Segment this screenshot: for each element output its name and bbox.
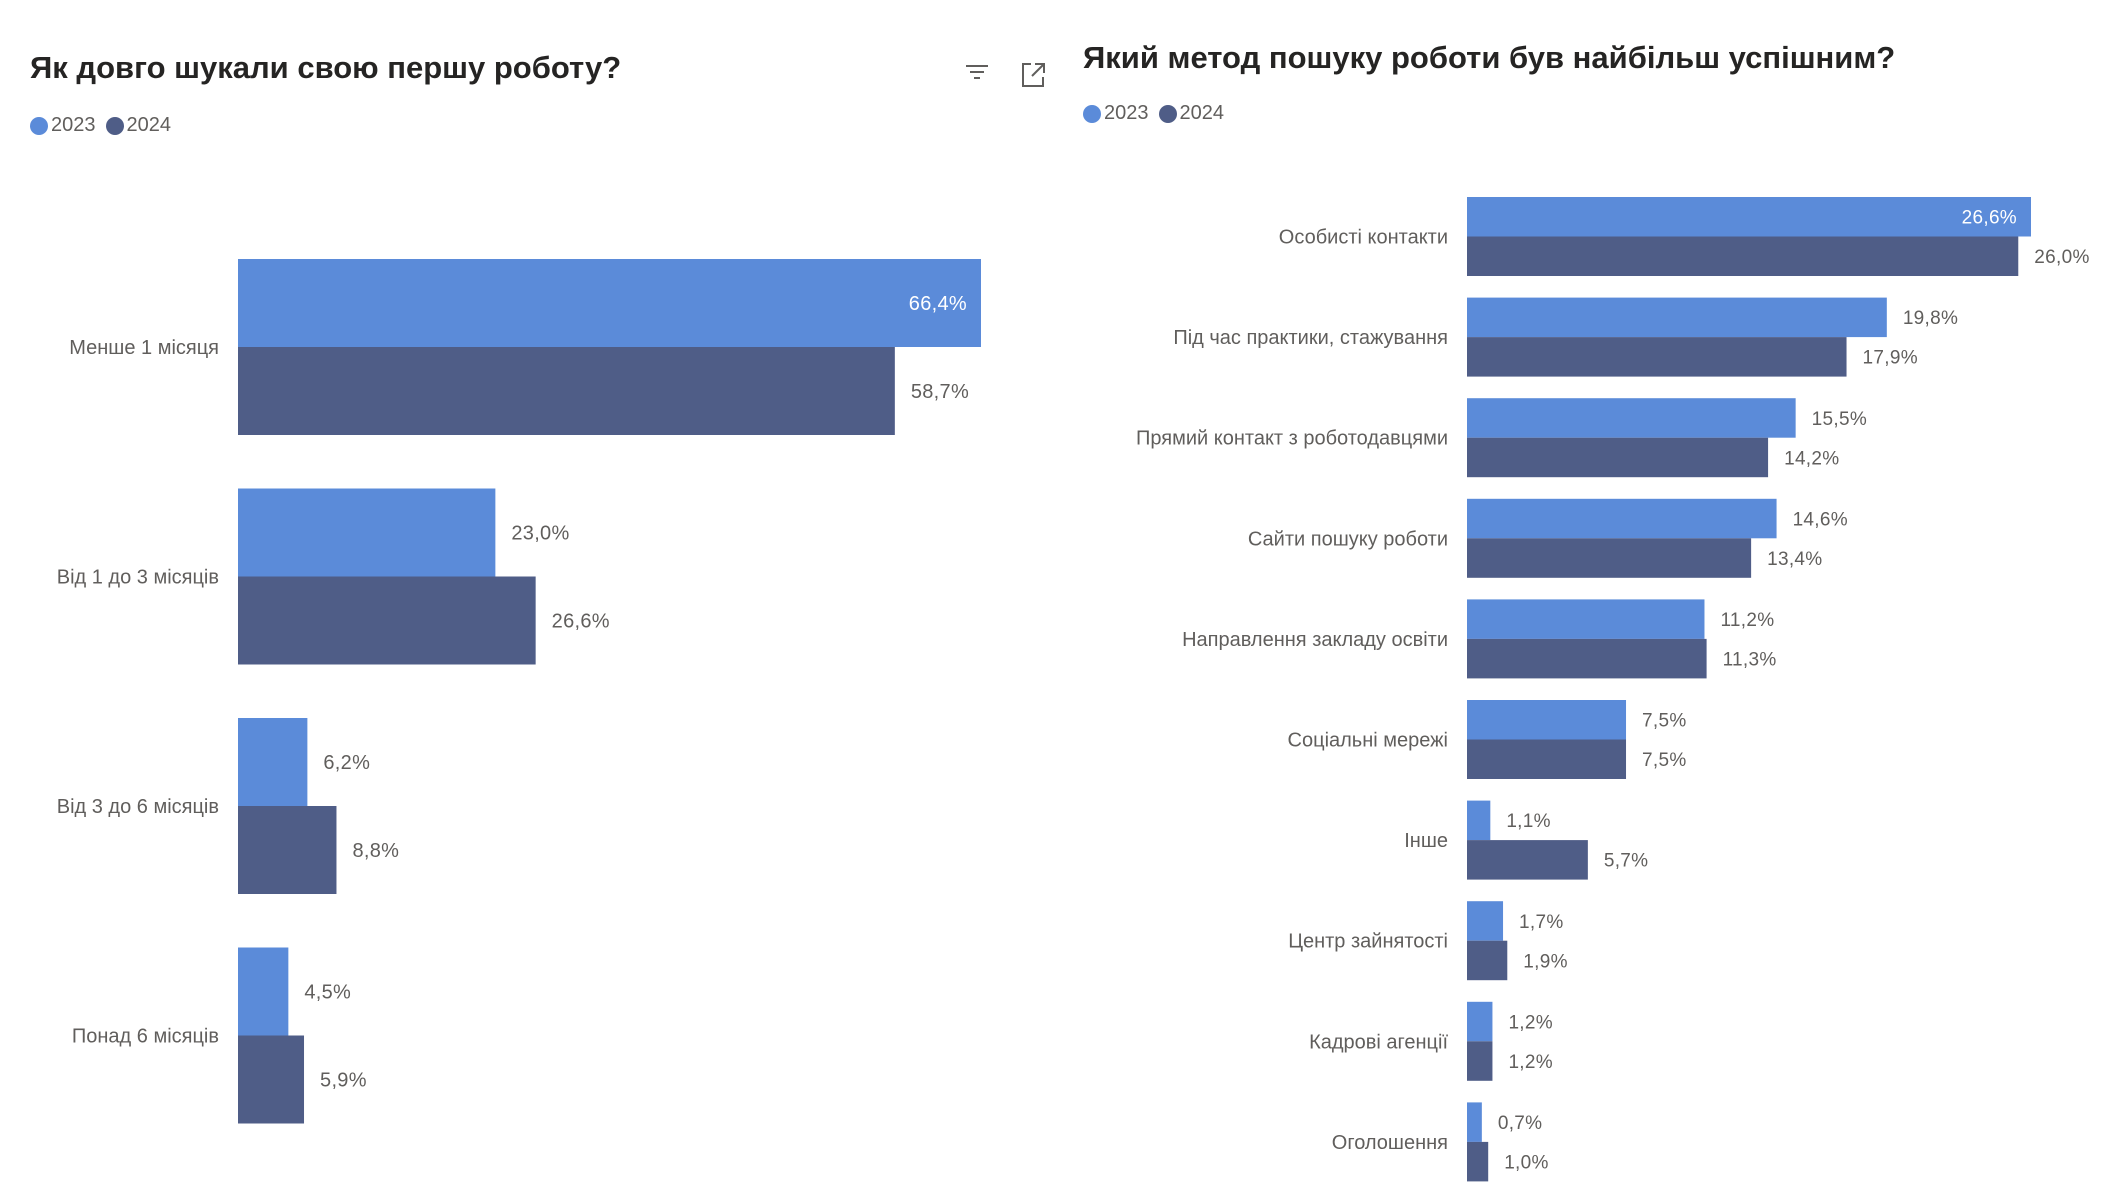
- category-label: Направлення закладу освіти: [1182, 629, 1448, 651]
- bar-2024: [1467, 638, 1707, 679]
- legend-label: 2024: [1179, 102, 1225, 124]
- bar-2023: [238, 947, 289, 1036]
- data-label: 11,3%: [1723, 649, 1777, 670]
- data-label: 6,2%: [323, 752, 370, 774]
- category-label: Менше 1 місяця: [69, 337, 219, 359]
- category-label: Прямий контакт з роботодавцями: [1136, 428, 1448, 450]
- category-label: Оголошення: [1332, 1132, 1448, 1154]
- category-label: Особисті контакти: [1279, 227, 1448, 249]
- bar-2023: [1467, 700, 1627, 740]
- legend-item-2024[interactable]: 2024: [1158, 102, 1225, 125]
- data-label: 15,5%: [1812, 409, 1867, 430]
- bar-chart-right: Особисті контакти 26,6% 26,0% Під час практ…: [1136, 197, 2089, 1182]
- bar-2024: [238, 806, 337, 894]
- data-label: 8,8%: [352, 840, 399, 862]
- legend-item-2024[interactable]: 2024: [105, 114, 172, 137]
- category-label: Від 3 до 6 місяців: [57, 796, 219, 818]
- category-label: Соціальні мережі: [1288, 730, 1448, 752]
- category-label: Понад 6 місяців: [72, 1026, 219, 1048]
- data-label: 0,7%: [1498, 1113, 1543, 1134]
- bar-2023: [1467, 498, 1777, 539]
- bar-2023: [1467, 1102, 1482, 1142]
- bar-chart-left: Менше 1 місяця 66,4% 58,7% Від 1 до 3 місяц…: [57, 259, 981, 1124]
- legend-dot-icon: [1083, 104, 1101, 123]
- data-label: 5,7%: [1604, 851, 1649, 872]
- legend-right: 2023 2024: [1083, 102, 1234, 125]
- legend-label: 2024: [126, 114, 172, 136]
- bar-2023: [1467, 297, 1887, 338]
- chart-title-right: Який метод пошуку роботи був найбільш ус…: [1083, 40, 1896, 75]
- data-label: 13,4%: [1767, 549, 1822, 570]
- data-label: 4,5%: [304, 982, 351, 1004]
- bar-2024: [1467, 437, 1769, 478]
- focus-mode-icon[interactable]: [1018, 60, 1048, 90]
- data-label: 23,0%: [511, 523, 569, 545]
- data-label: 1,7%: [1519, 912, 1564, 933]
- legend-dot-icon: [1158, 104, 1177, 123]
- data-label: 19,8%: [1903, 308, 1958, 329]
- bar-2023: [1467, 398, 1796, 438]
- data-label: 17,9%: [1863, 348, 1918, 369]
- bar-2023: [1467, 800, 1491, 841]
- bar-2024: [1467, 236, 2019, 276]
- bar-2024: [1467, 840, 1588, 880]
- legend-item-2023[interactable]: 2023: [1083, 102, 1149, 125]
- bar-2023: [238, 718, 308, 806]
- data-label: 1,0%: [1504, 1152, 1549, 1173]
- category-label: Сайти пошуку роботи: [1248, 528, 1448, 550]
- data-label: 7,5%: [1642, 750, 1687, 771]
- legend-dot-icon: [105, 116, 124, 135]
- data-label: 7,5%: [1642, 711, 1687, 732]
- bar-2024: [1467, 739, 1627, 779]
- data-label: 14,6%: [1793, 509, 1848, 530]
- filter-icon[interactable]: [962, 58, 992, 88]
- data-label: 26,6%: [1962, 208, 2017, 229]
- data-label: 5,9%: [320, 1070, 367, 1092]
- data-label: 1,2%: [1508, 1052, 1553, 1073]
- legend-left: 2023 2024: [30, 114, 181, 137]
- data-label: 11,2%: [1720, 610, 1774, 631]
- bar-2023: [1467, 197, 2031, 237]
- category-label: Центр зайнятості: [1288, 931, 1448, 953]
- bar-2023: [1467, 1001, 1493, 1042]
- bar-2023: [238, 259, 981, 347]
- bar-2024: [1467, 538, 1752, 578]
- legend-dot-icon: [30, 116, 48, 135]
- legend-label: 2023: [1104, 102, 1149, 124]
- bar-2024: [238, 576, 536, 665]
- chart-title-left: Як довго шукали свою першу роботу?: [30, 50, 622, 85]
- bar-2023: [1467, 901, 1504, 941]
- data-label: 14,2%: [1784, 448, 1839, 469]
- bar-2024: [238, 1035, 305, 1124]
- data-label: 26,0%: [2034, 247, 2089, 268]
- legend-item-2023[interactable]: 2023: [30, 114, 96, 137]
- category-label: Кадрові агенції: [1309, 1031, 1448, 1053]
- data-label: 1,9%: [1523, 951, 1568, 972]
- bar-2023: [1467, 599, 1705, 639]
- bar-2024: [238, 347, 895, 435]
- data-label: 26,6%: [552, 611, 610, 633]
- data-label: 1,1%: [1506, 811, 1551, 832]
- bar-2024: [1467, 337, 1847, 377]
- data-label: 58,7%: [911, 381, 969, 403]
- category-label: Під час практики, стажування: [1173, 327, 1448, 349]
- bar-2024: [1467, 940, 1508, 981]
- category-label: Від 1 до 3 місяців: [57, 567, 219, 589]
- bar-2023: [238, 488, 496, 577]
- bar-2024: [1467, 1041, 1493, 1081]
- data-label: 66,4%: [909, 293, 967, 315]
- bar-2024: [1467, 1141, 1489, 1182]
- legend-label: 2023: [51, 114, 96, 136]
- category-label: Інше: [1404, 830, 1448, 852]
- data-label: 1,2%: [1508, 1012, 1553, 1033]
